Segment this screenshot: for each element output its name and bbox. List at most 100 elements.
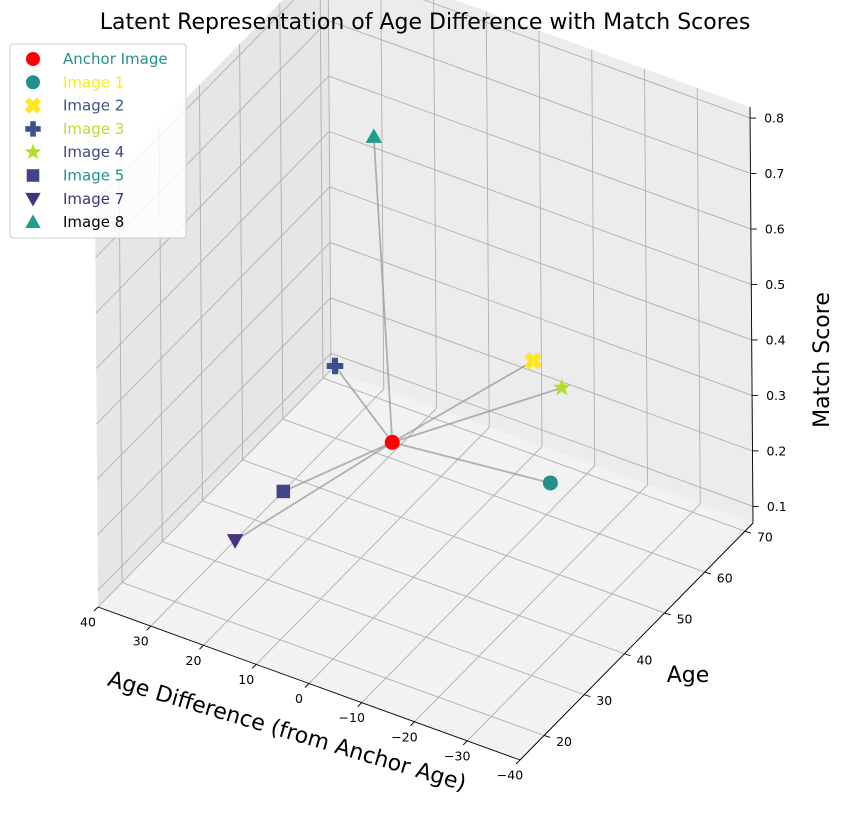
grid-line <box>329 242 753 396</box>
y-tick-label: 60 <box>717 571 733 586</box>
grid-line <box>255 427 490 665</box>
grid-line <box>97 297 331 536</box>
y-tick-label: 40 <box>636 652 652 667</box>
image-5-point <box>276 484 291 499</box>
z-tick-label: 0.8 <box>764 111 784 126</box>
x-tick-mark <box>251 664 257 669</box>
grid-line <box>591 49 596 466</box>
x-tick-label: −40 <box>497 768 523 783</box>
y-tick-mark <box>584 694 591 698</box>
image-7-point <box>226 534 244 549</box>
legend-label: Image 3 <box>63 120 124 138</box>
legend-label: Image 4 <box>63 143 124 161</box>
legend-marker <box>25 192 41 207</box>
z-tick-label: 0.6 <box>765 222 785 237</box>
image-4-point <box>553 378 571 396</box>
grid-line <box>150 388 385 627</box>
x-tick-mark <box>410 721 415 727</box>
legend-marker <box>26 52 40 66</box>
legend-label: Image 2 <box>63 97 124 115</box>
x-tick-mark <box>146 625 152 631</box>
image-3-point <box>326 357 344 375</box>
legend-label: Image 1 <box>63 73 124 91</box>
legend-marker <box>25 214 41 228</box>
grid-line <box>97 353 332 591</box>
anchor-image-point <box>384 434 400 450</box>
x-tick-mark <box>515 759 521 765</box>
grid-line <box>380 0 385 390</box>
legend-marker-shape <box>24 97 42 114</box>
z-tick-label: 0.2 <box>766 443 786 458</box>
x-tick-label: −10 <box>339 710 365 725</box>
legend-marker <box>24 97 42 114</box>
grid-line <box>282 418 705 573</box>
y-tick-label: 30 <box>596 693 612 708</box>
grid-line <box>327 0 332 371</box>
x-tick-label: −30 <box>444 748 470 763</box>
z-axis-title: Match Score <box>810 292 835 428</box>
connector-line <box>372 136 394 443</box>
legend-marker <box>24 143 42 160</box>
grid-line <box>329 131 752 285</box>
x-tick-mark <box>93 606 99 612</box>
x-tick-mark <box>199 644 204 650</box>
grid-line <box>696 87 701 504</box>
x-tick-mark <box>357 702 363 707</box>
grid-line <box>95 75 330 314</box>
connector-line <box>234 441 393 542</box>
z-tick-label: 0.3 <box>766 388 786 403</box>
grid-line <box>242 459 665 614</box>
grid-line <box>95 131 330 369</box>
grid-line <box>433 0 437 409</box>
z-tick-label: 0.4 <box>766 332 786 347</box>
connector-lines <box>234 136 563 542</box>
grid-line <box>538 30 543 447</box>
grid-line <box>322 377 746 532</box>
x-tick-mark <box>462 740 468 746</box>
connector-line <box>391 360 534 444</box>
grid-line <box>203 407 437 646</box>
grid-line <box>330 352 754 507</box>
legend-label: Image 8 <box>63 213 124 231</box>
x-tick-label: 40 <box>80 615 96 630</box>
grid-line <box>121 582 545 736</box>
grid-line <box>328 75 752 230</box>
grid-line <box>361 465 596 703</box>
grid-line <box>466 503 701 742</box>
legend-label: Anchor Image <box>63 50 168 68</box>
grid-line <box>162 541 585 696</box>
grid-line <box>485 11 490 428</box>
y-tick-label: 50 <box>677 611 693 626</box>
connector-line <box>391 386 563 444</box>
grid-line <box>202 500 625 655</box>
y-tick-label: 20 <box>556 734 572 749</box>
grid-line <box>328 20 751 174</box>
grid-line <box>644 68 648 485</box>
grid-line <box>96 242 331 480</box>
grid-line <box>423 0 751 119</box>
image-8-point <box>365 128 383 143</box>
grid-line <box>239 43 244 460</box>
y-tick-mark <box>744 530 752 534</box>
grid-line <box>329 186 752 341</box>
z-axis-line <box>749 106 754 524</box>
legend-marker <box>26 169 40 182</box>
y-tick-label: 70 <box>757 530 773 545</box>
grid-line <box>198 84 203 501</box>
z-tick-label: 0.5 <box>765 277 785 292</box>
axis-ticks: −40 −30 −20 −10 0 10 20 30 40 20 30 40 50 60 70 0.1 0.2 0… <box>80 106 787 783</box>
grid-line <box>308 446 543 684</box>
legend-box <box>9 43 187 239</box>
image-1-point <box>542 475 558 491</box>
legend-label: Image 7 <box>63 190 124 208</box>
chart-title: Latent Representation of Age Difference … <box>100 10 751 35</box>
connector-line <box>334 365 393 443</box>
y-axis-title: Age <box>667 663 710 688</box>
x-tick-label: −20 <box>391 729 417 744</box>
legend: Anchor Image Image 1 Image 2 Image 3 Image 4… <box>9 43 187 239</box>
connector-line <box>392 441 551 484</box>
x-tick-mark <box>304 683 310 688</box>
axis-panes <box>95 0 753 760</box>
z-tick-label: 0.7 <box>764 166 784 181</box>
